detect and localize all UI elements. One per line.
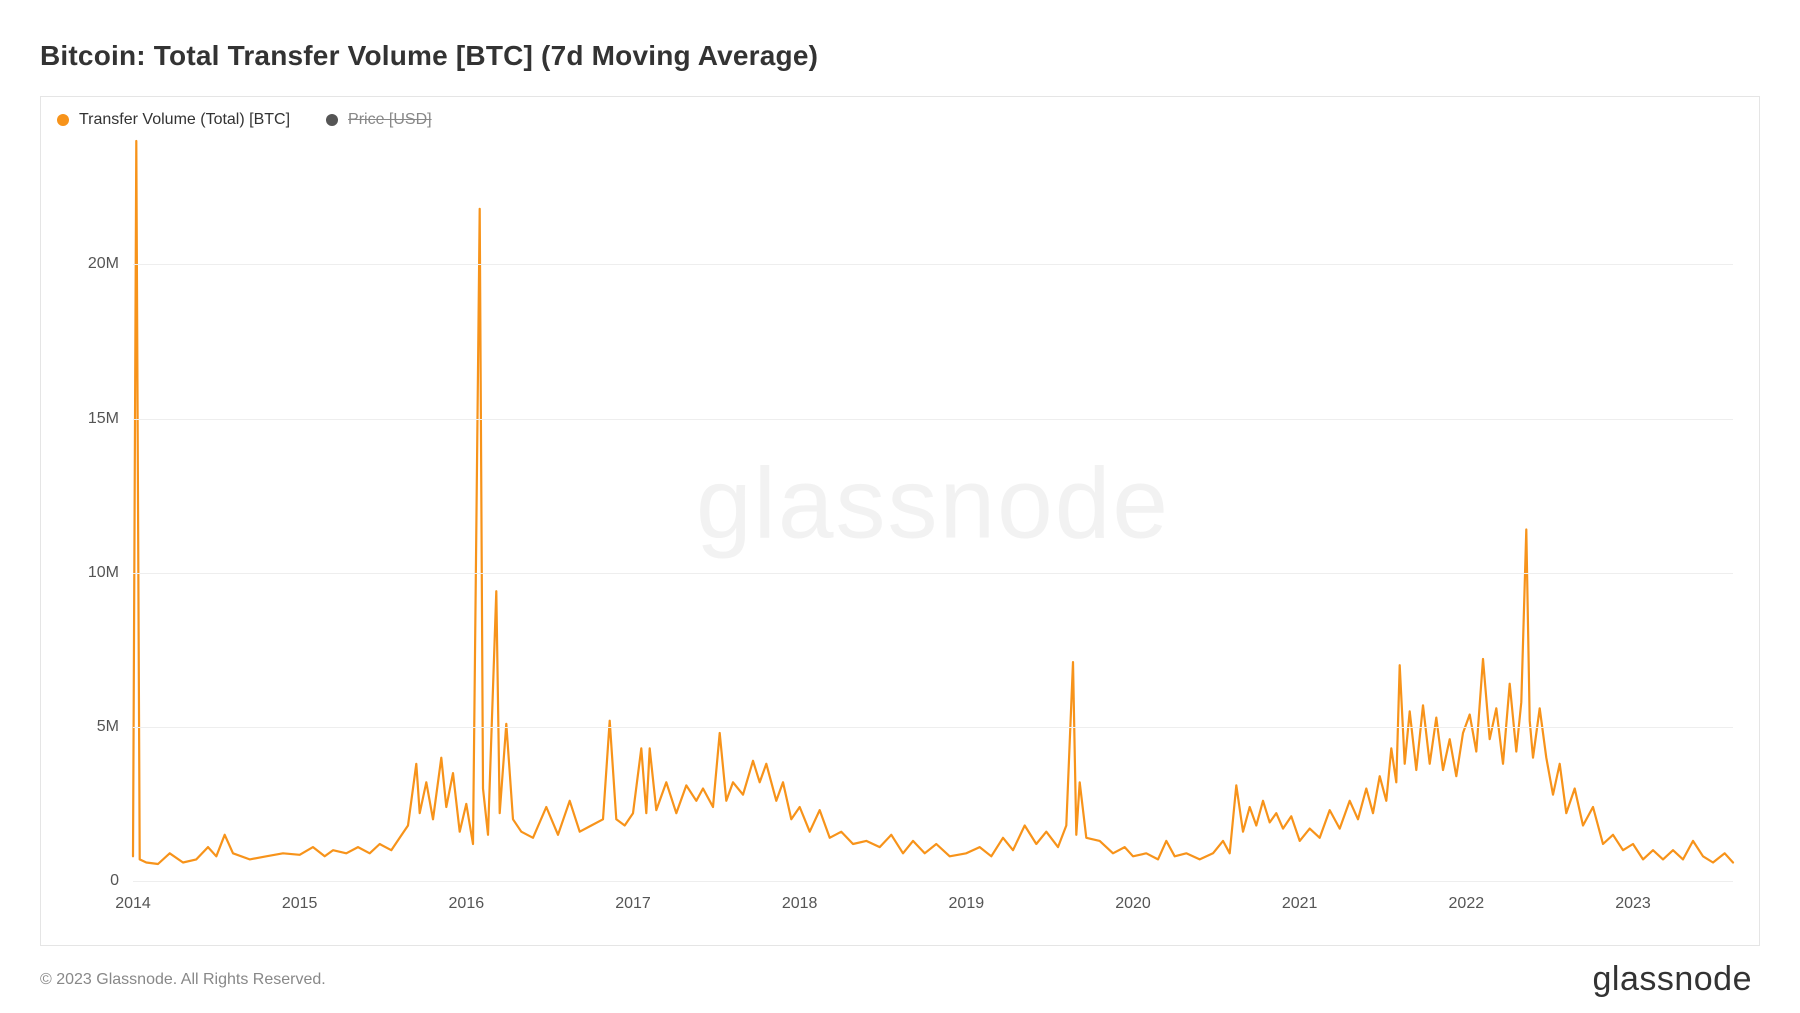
x-axis-label: 2018 [782, 895, 818, 913]
grid-line [133, 881, 1733, 882]
grid-line [133, 264, 1733, 265]
y-axis-label: 5M [41, 718, 119, 736]
line-series [133, 141, 1733, 881]
legend-label: Price [USD] [348, 111, 432, 129]
x-axis-label: 2014 [115, 895, 151, 913]
x-axis-label: 2020 [1115, 895, 1151, 913]
legend-item-volume[interactable]: Transfer Volume (Total) [BTC] [57, 111, 290, 129]
legend-dot-icon [57, 114, 69, 126]
x-axis-label: 2016 [449, 895, 485, 913]
copyright-text: © 2023 Glassnode. All Rights Reserved. [40, 971, 326, 989]
y-axis-label: 0 [41, 872, 119, 890]
chart-title: Bitcoin: Total Transfer Volume [BTC] (7d… [40, 40, 1760, 72]
legend-dot-icon [326, 114, 338, 126]
grid-line [133, 727, 1733, 728]
x-axis-label: 2017 [615, 895, 651, 913]
grid-line [133, 573, 1733, 574]
x-axis-label: 2022 [1449, 895, 1485, 913]
x-axis-label: 2021 [1282, 895, 1318, 913]
x-axis-label: 2015 [282, 895, 318, 913]
legend: Transfer Volume (Total) [BTC] Price [USD… [57, 111, 432, 129]
y-axis-label: 15M [41, 410, 119, 428]
x-axis-label: 2019 [949, 895, 985, 913]
chart-frame: Transfer Volume (Total) [BTC] Price [USD… [40, 96, 1760, 946]
plot-area: glassnode [133, 141, 1733, 881]
y-axis-label: 20M [41, 255, 119, 273]
legend-item-price[interactable]: Price [USD] [326, 111, 432, 129]
legend-label: Transfer Volume (Total) [BTC] [79, 111, 290, 129]
x-axis-label: 2023 [1615, 895, 1651, 913]
y-axis-label: 10M [41, 564, 119, 582]
brand-logo: glassnode [1592, 960, 1752, 999]
grid-line [133, 419, 1733, 420]
